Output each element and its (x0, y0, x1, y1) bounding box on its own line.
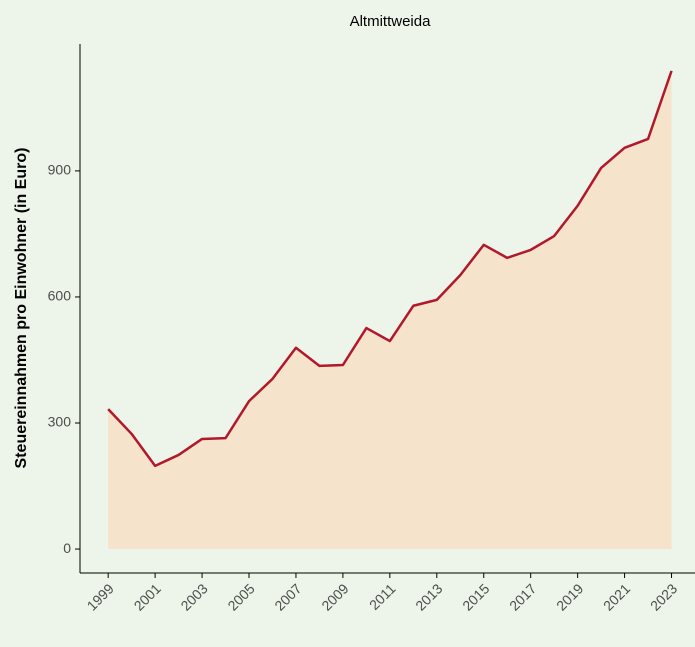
line (107, 70, 673, 468)
x-tick-label: 2001 (131, 580, 164, 613)
x-tick-label: 2013 (412, 580, 445, 613)
chart-title: Altmittweida (350, 13, 432, 30)
x-tick-label: 2023 (647, 580, 680, 613)
x-tick-label: 2021 (600, 580, 633, 613)
x-tick-label: 2005 (224, 580, 257, 613)
y-tick-label: 300 (48, 414, 72, 430)
x-tick-label: 2003 (177, 580, 210, 613)
y-tick-label: 600 (48, 288, 72, 304)
x-tick-label: 1999 (84, 580, 117, 613)
y-tick-label: 900 (48, 162, 72, 178)
x-tick-label: 2011 (366, 580, 399, 613)
area (108, 70, 672, 550)
x-tick-label: 2015 (459, 580, 492, 613)
x-tick-label: 2007 (271, 580, 304, 613)
y-tick-label: 0 (63, 540, 71, 556)
x-tick-label: 2017 (506, 580, 539, 613)
x-tick-label: 2019 (553, 580, 586, 613)
x-tick-label: 2009 (318, 580, 351, 613)
y-axis-label: Steuereinnahmen pro Einwohner (in Euro) (13, 148, 30, 469)
